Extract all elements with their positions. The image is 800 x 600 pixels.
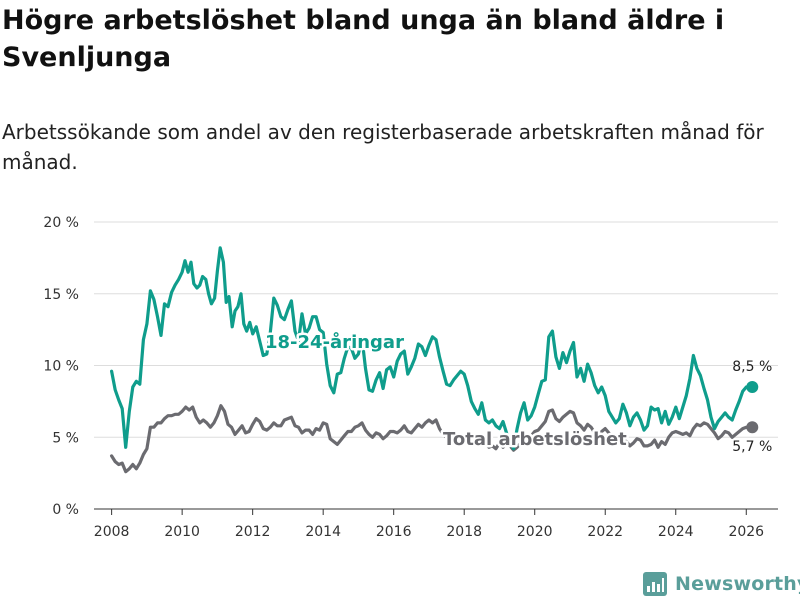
y-tick-label: 15 % — [43, 287, 79, 303]
annotation-total: Total arbetslöshet — [443, 429, 627, 450]
brand-logo[interactable]: Newsworthy — [643, 569, 800, 599]
x-tick-label: 2016 — [376, 524, 412, 540]
series-line-youth — [110, 246, 754, 451]
chart-subtitle: Arbetssökande som andel av den registerb… — [2, 120, 764, 174]
gridlines — [94, 221, 778, 510]
series-line-total — [110, 404, 754, 474]
annotations: 8,5 %5,7 %18-24-åringar18-24-åringarTota… — [263, 329, 773, 456]
end-point-youth — [746, 381, 759, 394]
y-tick-label: 5 % — [52, 430, 79, 446]
x-tick-label: 2026 — [728, 524, 764, 540]
chart-title: Högre arbetslöshet bland unga än bland ä… — [2, 5, 725, 73]
x-tick-label: 2024 — [658, 524, 694, 540]
y-tick-label: 0 % — [52, 502, 79, 518]
annotation-youth: 18-24-åringar — [265, 331, 404, 353]
x-tick-label: 2020 — [517, 524, 553, 540]
x-tick-label: 2014 — [305, 524, 341, 540]
end-label-youth: 8,5 % — [732, 359, 772, 375]
x-tick-label: 2022 — [587, 524, 623, 540]
x-tick-label: 2008 — [94, 524, 130, 540]
y-tick-label: 10 % — [43, 359, 79, 375]
end-label-total: 5,7 % — [732, 439, 772, 455]
x-tick-label: 2012 — [235, 524, 271, 540]
newsworthy-logo-icon — [643, 572, 667, 596]
x-tick-label: 2018 — [446, 524, 482, 540]
end-point-total — [746, 421, 759, 434]
x-tick-label: 2010 — [164, 524, 200, 540]
series-lines — [110, 246, 759, 474]
y-tick-label: 20 % — [43, 215, 79, 231]
brand-name: Newsworthy — [675, 573, 800, 595]
annotation-total-halo: Total arbetslöshet — [443, 429, 627, 450]
annotation-youth-halo: 18-24-åringar — [265, 331, 404, 353]
axes: 0 % 5 % 10 % 15 % 20 % 2008 2010 2012 2014 2016 20… — [43, 215, 764, 540]
